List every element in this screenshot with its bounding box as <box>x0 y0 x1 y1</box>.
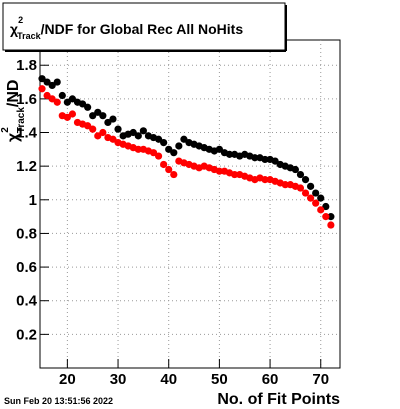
data-point <box>53 98 61 106</box>
title-sup: 2 <box>18 15 23 25</box>
y-tick-label: 1.6 <box>16 91 37 108</box>
data-point <box>58 91 66 100</box>
data-point <box>38 85 46 93</box>
data-point <box>170 170 178 179</box>
x-tick-label: 60 <box>262 371 279 388</box>
data-point <box>68 110 77 118</box>
x-tick-label: 70 <box>312 371 329 388</box>
data-point <box>43 91 51 100</box>
title-symbol: χ <box>10 21 18 37</box>
data-point <box>89 125 97 133</box>
chart-title: χ2 Track/NDF for Global Rec All NoHits <box>10 15 243 41</box>
data-point <box>301 176 310 184</box>
data-point <box>78 100 87 108</box>
data-point <box>109 135 117 143</box>
data-point <box>99 112 107 120</box>
data-point <box>149 149 158 157</box>
ylabel-sub: Track <box>16 107 27 134</box>
data-point <box>154 135 163 143</box>
plot-area: 20 30 40 50 60 70 0.2 0.4 0.6 0.8 1 1.2 1.4 1.6 1.8 <box>16 40 340 388</box>
data-point <box>296 184 305 192</box>
data-point <box>160 160 168 169</box>
data-point <box>134 145 142 153</box>
data-point <box>301 189 310 197</box>
data-point <box>109 115 117 123</box>
data-point <box>165 165 173 174</box>
data-point <box>175 142 183 150</box>
title-box <box>2 2 286 51</box>
y-tick-label: 0.2 <box>16 326 37 343</box>
x-tick-label: 30 <box>110 371 127 388</box>
title-text: /NDF for Global Rec All NoHits <box>41 21 244 37</box>
data-point <box>68 95 77 103</box>
data-point <box>63 98 71 106</box>
data-point <box>312 199 320 207</box>
data-point <box>230 170 239 179</box>
ylabel-sup: 2 <box>0 127 11 133</box>
data-point <box>84 122 92 130</box>
y-tick-label: 0.4 <box>16 293 38 310</box>
title-sub: Track <box>17 31 42 41</box>
data-point <box>322 202 330 211</box>
data-point <box>327 213 335 221</box>
data-point <box>225 150 234 158</box>
data-point <box>261 176 269 184</box>
data-point <box>271 157 279 165</box>
data-point <box>307 182 315 190</box>
plot-frame <box>39 39 341 369</box>
x-axis-label: No. of Fit Points <box>217 391 340 408</box>
data-point <box>89 112 97 120</box>
ylabel-symbol: χ <box>5 132 22 142</box>
x-tick-label: 20 <box>59 371 76 388</box>
data-point <box>281 181 289 189</box>
data-point <box>94 132 102 140</box>
y-axis-label: χ2 Track/ND <box>0 80 27 142</box>
y-tick-label: 0.6 <box>16 259 37 276</box>
data-point <box>296 170 305 179</box>
footer-date: Sun Feb 20 13:51:56 2022 <box>4 396 113 406</box>
y-tick-label: 1.8 <box>16 57 37 74</box>
ylabel-text: /ND <box>5 80 22 108</box>
data-point <box>53 78 61 86</box>
data-point <box>180 135 188 143</box>
x-tick-label: 50 <box>211 371 228 388</box>
data-point <box>307 194 315 202</box>
data-point <box>139 127 147 135</box>
data-point <box>114 125 122 133</box>
data-point <box>48 81 56 90</box>
data-point <box>84 103 92 111</box>
data-point <box>317 206 325 214</box>
data-point <box>317 194 325 202</box>
data-point <box>215 167 223 175</box>
data-point <box>129 128 137 137</box>
data-point <box>261 155 269 164</box>
y-tick-label: 1.2 <box>16 158 37 175</box>
y-tick-label: 1 <box>29 192 37 209</box>
data-point <box>99 128 107 137</box>
data-point <box>38 75 46 83</box>
data-point <box>104 118 112 127</box>
data-point <box>63 113 71 121</box>
y-tick-label: 1.4 <box>16 125 38 142</box>
data-point <box>312 189 320 197</box>
data-point <box>48 95 56 103</box>
data-point <box>327 221 335 229</box>
data-point <box>291 165 300 174</box>
data-point <box>170 149 178 157</box>
data-point <box>251 154 259 162</box>
data-point <box>43 78 51 86</box>
data-point <box>160 139 168 147</box>
x-tick-label: 40 <box>160 371 177 388</box>
data-point <box>322 213 330 221</box>
data-point <box>94 108 102 116</box>
y-tick-label: 0.8 <box>16 225 37 242</box>
data-point <box>165 145 173 153</box>
data-point <box>154 152 163 160</box>
data-point <box>134 132 142 140</box>
data-point <box>215 145 223 153</box>
